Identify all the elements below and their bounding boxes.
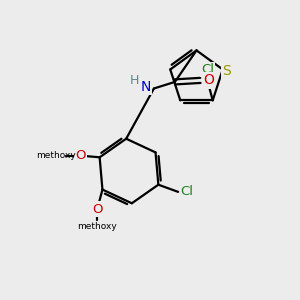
Text: O: O [92, 202, 103, 215]
Text: methoxy: methoxy [77, 222, 117, 231]
Text: Cl: Cl [181, 185, 194, 198]
Text: methoxy: methoxy [36, 151, 76, 160]
Text: S: S [222, 64, 231, 78]
Text: O: O [203, 74, 214, 87]
Text: Cl: Cl [201, 63, 214, 76]
Text: H: H [130, 74, 139, 87]
Text: N: N [141, 80, 151, 94]
Text: O: O [75, 149, 86, 162]
